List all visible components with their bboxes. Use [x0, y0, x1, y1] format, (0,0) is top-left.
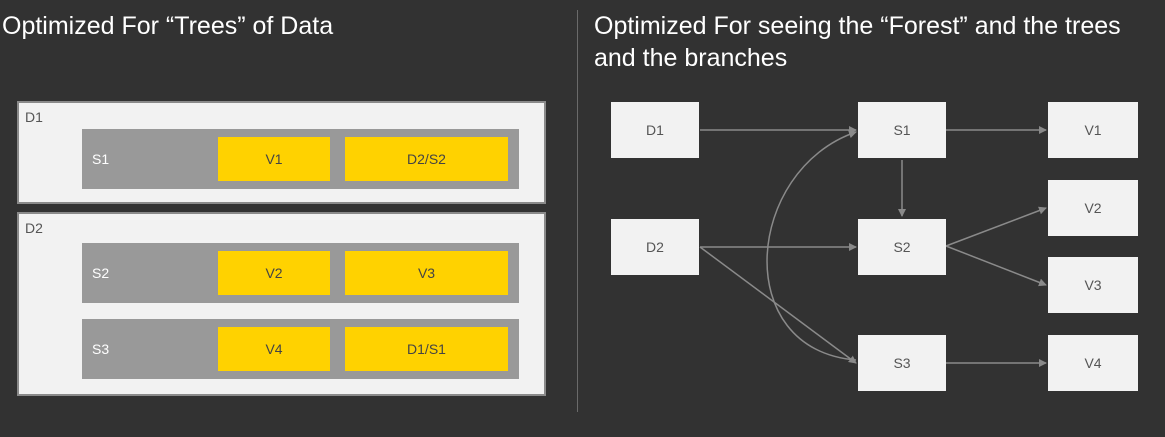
tree-group-label: D1 — [25, 109, 43, 125]
left-title: Optimized For “Trees” of Data — [2, 12, 334, 40]
tree-subgroup-label: S3 — [92, 341, 110, 357]
node-v2: V2 — [1048, 180, 1138, 236]
tree-group-d1: D1 S1 V1 D2/S2 — [17, 101, 546, 204]
node-s3: S3 — [858, 335, 946, 391]
tree-item: V2 — [218, 251, 330, 295]
edge-d2-s3 — [699, 246, 857, 364]
node-v1: V1 — [1048, 102, 1138, 158]
tree-item: V1 — [218, 137, 330, 181]
tree-item: D2/S2 — [345, 137, 508, 181]
tree-subgroup-s1: S1 V1 D2/S2 — [82, 129, 519, 189]
node-s2: S2 — [858, 219, 946, 275]
tree-subgroup-label: S2 — [92, 265, 110, 281]
tree-subgroup-s3: S3 V4 D1/S1 — [82, 319, 519, 379]
tree-item: V3 — [345, 251, 508, 295]
tree-group-label: D2 — [25, 220, 43, 236]
node-d1: D1 — [611, 102, 699, 158]
right-title: Optimized For seeing the “Forest” and th… — [594, 12, 1121, 72]
node-d2: D2 — [611, 219, 699, 275]
divider — [577, 10, 578, 412]
tree-subgroup-label: S1 — [92, 151, 110, 167]
tree-item: D1/S1 — [345, 327, 508, 371]
edge-curve-s3-s1 — [766, 130, 857, 361]
node-v3: V3 — [1048, 257, 1138, 313]
tree-subgroup-s2: S2 V2 V3 — [82, 243, 519, 303]
edge-s2-v3 — [945, 245, 1047, 287]
node-s1: S1 — [858, 102, 946, 158]
edge-s2-v2 — [945, 206, 1047, 247]
node-v4: V4 — [1048, 335, 1138, 391]
tree-group-d2: D2 S2 V2 V3 S3 V4 D1/S1 — [17, 212, 546, 396]
tree-item: V4 — [218, 327, 330, 371]
